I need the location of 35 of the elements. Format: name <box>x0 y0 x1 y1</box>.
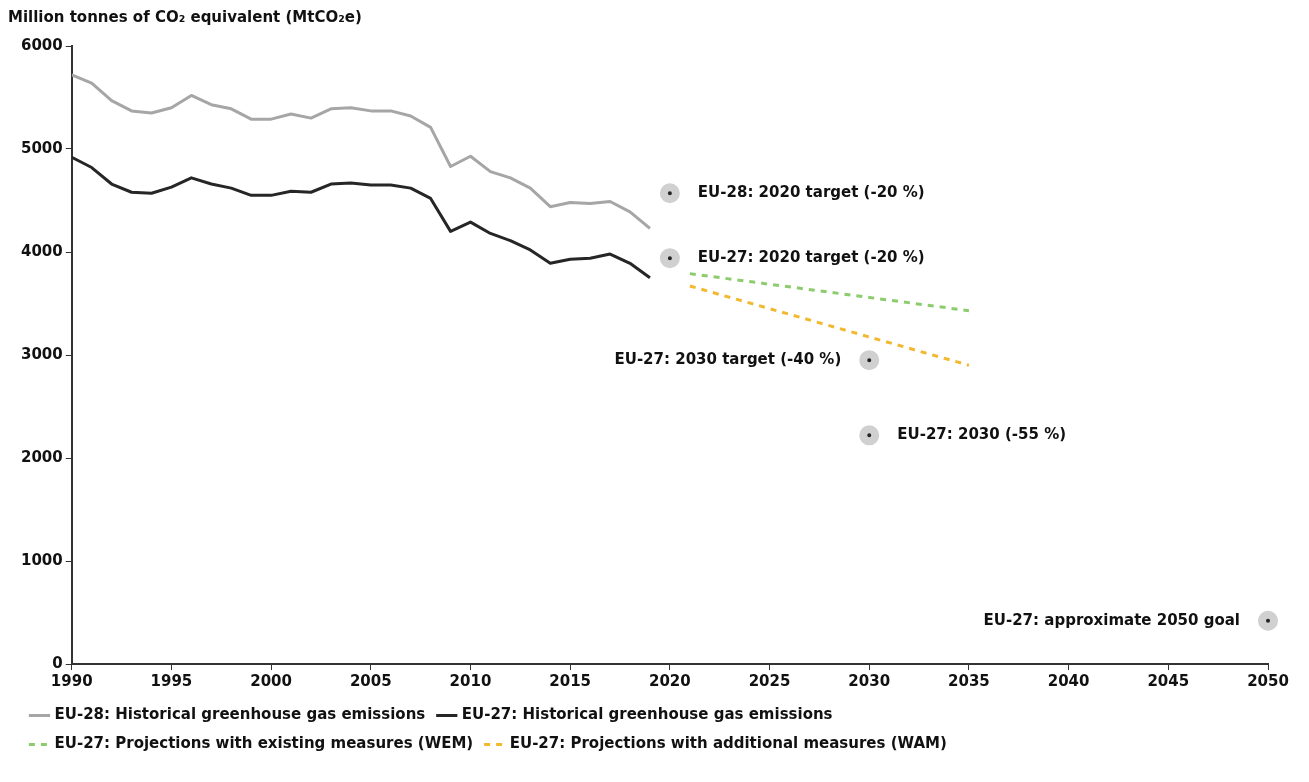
y-tick-label: 1000 <box>21 550 63 569</box>
legend-label: EU-27: Projections with additional measures (WAM) <box>509 734 947 753</box>
x-tick-label: 2010 <box>449 671 492 690</box>
x-tick-label: 2035 <box>948 671 990 690</box>
x-tick-label: 1990 <box>50 671 93 690</box>
x-tick-label: 2025 <box>748 671 791 690</box>
y-axis-title: Million tonnes of CO₂ equivalent (MtCO₂e) <box>8 8 363 26</box>
point <box>859 425 880 446</box>
x-tick-label: 1995 <box>150 671 193 690</box>
point <box>1258 610 1278 631</box>
y-tick-label: 3000 <box>21 344 63 363</box>
point <box>659 183 680 204</box>
x-tick-label: 2015 <box>549 671 592 690</box>
point <box>659 248 680 269</box>
legend-label: EU-28: Historical greenhouse gas emissions <box>54 705 426 724</box>
annotation: EU-27: 2030 (-55 %) <box>897 425 1067 444</box>
x-tick-label: 2005 <box>349 671 392 690</box>
y-tick-label: 6000 <box>21 35 63 54</box>
legend-label: EU-27: Historical greenhouse gas emissions <box>461 705 833 724</box>
annotation: EU-27: 2020 target (-20 %) <box>697 248 925 267</box>
x-tick-label: 2030 <box>848 671 891 690</box>
x-tick-label: 2000 <box>250 671 292 690</box>
annotation: EU-27: 2030 target (-40 %) <box>614 350 842 369</box>
annotation: EU-28: 2020 target (-20 %) <box>697 183 925 202</box>
x-tick-label: 2040 <box>1047 671 1090 690</box>
annotation: EU-27: approximate 2050 goal <box>983 610 1240 629</box>
y-tick-label: 5000 <box>21 138 63 157</box>
y-tick-label: 0 <box>52 653 63 672</box>
y-tick-label: 2000 <box>21 447 63 466</box>
x-tick-label: 2045 <box>1147 671 1190 690</box>
point <box>859 350 880 371</box>
x-tick-label: 2050 <box>1247 671 1289 690</box>
legend-label: EU-27: Projections with existing measures (WEM) <box>54 734 474 753</box>
x-tick-label: 2020 <box>649 671 691 690</box>
y-tick-label: 4000 <box>21 241 63 260</box>
